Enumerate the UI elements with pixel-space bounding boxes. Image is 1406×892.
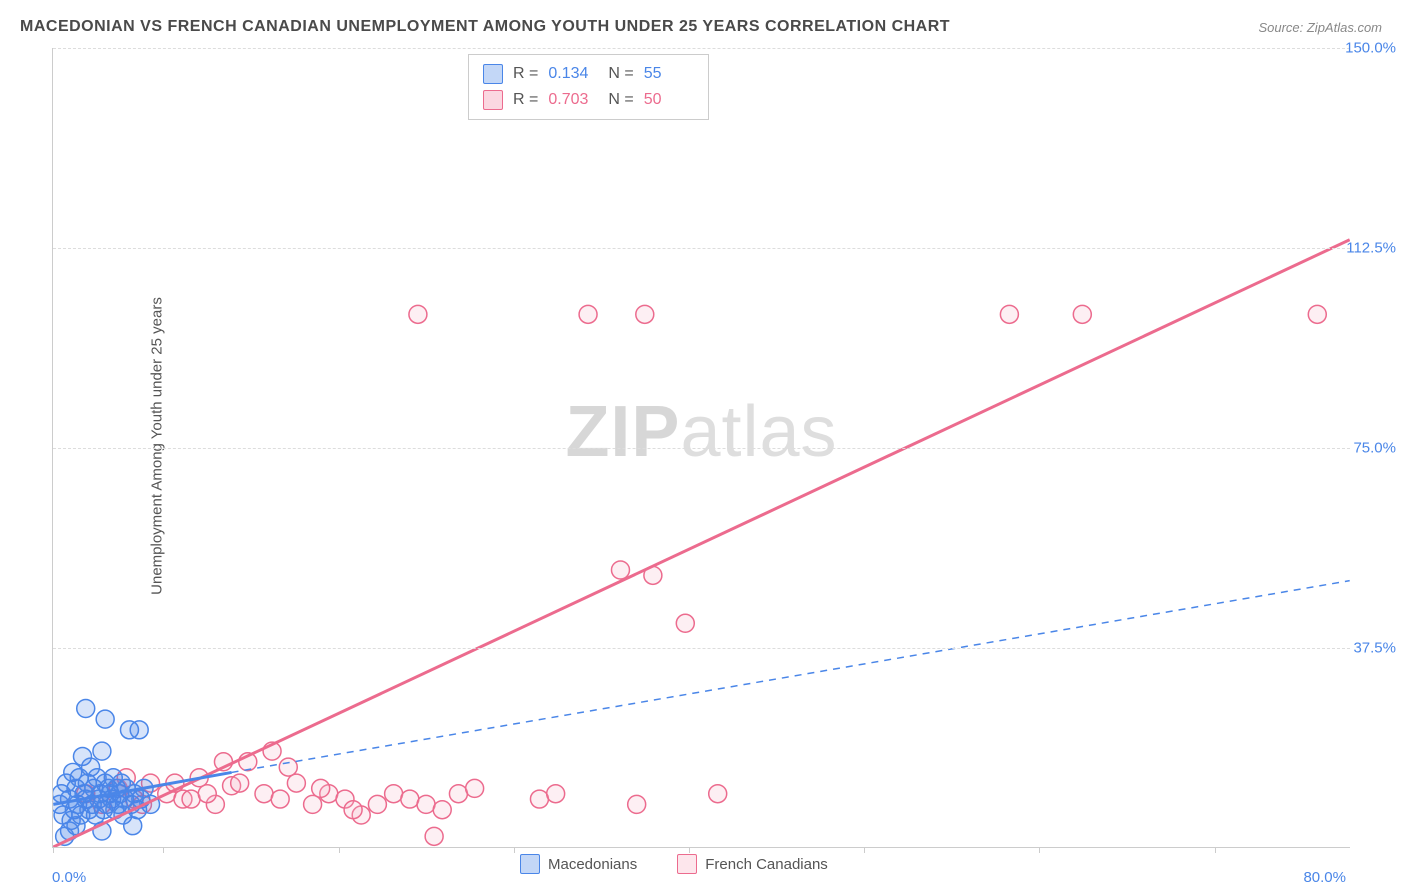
plot-area: ZIPatlas: [52, 48, 1350, 848]
watermark-bold: ZIP: [565, 392, 680, 472]
y-tick-label: 150.0%: [1345, 40, 1396, 57]
gridline-v-tick: [864, 847, 865, 853]
gridline-v-tick: [1039, 847, 1040, 853]
gridline-v-tick: [689, 847, 690, 853]
n-label-2: N =: [608, 91, 633, 109]
bottom-legend: Macedonians French Canadians: [520, 854, 828, 874]
gridline-h: [53, 448, 1350, 449]
x-tick-label: 80.0%: [1303, 869, 1346, 886]
r-value-french: 0.703: [548, 91, 598, 109]
n-label: N =: [608, 65, 633, 83]
source-credit: Source: ZipAtlas.com: [1258, 20, 1382, 35]
chart-container: MACEDONIAN VS FRENCH CANADIAN UNEMPLOYME…: [0, 0, 1406, 892]
gridline-v-tick: [163, 847, 164, 853]
legend-label: French Canadians: [705, 856, 828, 873]
gridline-h: [53, 248, 1350, 249]
watermark-light: atlas: [680, 392, 837, 472]
gridline-h: [53, 648, 1350, 649]
y-tick-label: 112.5%: [1346, 240, 1396, 257]
legend-item-macedonians: Macedonians: [520, 854, 637, 874]
chart-title: MACEDONIAN VS FRENCH CANADIAN UNEMPLOYME…: [20, 18, 950, 36]
legend-swatch-icon: [520, 854, 540, 874]
legend-label: Macedonians: [548, 856, 637, 873]
gridline-v-tick: [339, 847, 340, 853]
legend-item-french_canadians: French Canadians: [677, 854, 828, 874]
gridline-v-tick: [514, 847, 515, 853]
gridline-v-tick: [1215, 847, 1216, 853]
gridline-v-tick: [53, 847, 54, 853]
x-tick-label: 0.0%: [52, 869, 86, 886]
y-tick-label: 37.5%: [1353, 640, 1396, 657]
swatch-french-icon: [483, 90, 503, 110]
swatch-macedonians-icon: [483, 64, 503, 84]
stats-row-french: R = 0.703 N = 50: [483, 87, 694, 113]
r-label-2: R =: [513, 91, 538, 109]
n-value-macedonians: 55: [644, 65, 694, 83]
stats-box: R = 0.134 N = 55 R = 0.703 N = 50: [468, 54, 709, 120]
watermark: ZIPatlas: [565, 391, 837, 473]
r-value-macedonians: 0.134: [548, 65, 598, 83]
n-value-french: 50: [644, 91, 694, 109]
gridline-h: [53, 48, 1350, 49]
y-tick-label: 75.0%: [1353, 440, 1396, 457]
stats-row-macedonians: R = 0.134 N = 55: [483, 61, 694, 87]
r-label: R =: [513, 65, 538, 83]
legend-swatch-icon: [677, 854, 697, 874]
